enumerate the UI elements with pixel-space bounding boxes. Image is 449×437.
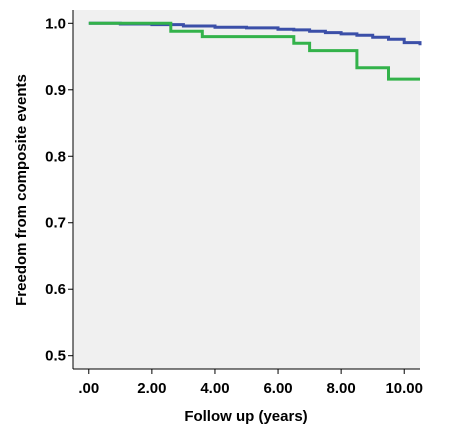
x-tick-label: 8.00 [327, 380, 356, 397]
y-tick-label: 0.8 [45, 148, 66, 165]
ticks-layer: .00 2.00 4.00 6.00 8.00 10.00 0.5 0.6 0.7 0.8 0.9 1… [45, 15, 423, 397]
y-tick-label: 1.0 [45, 15, 66, 32]
y-tick-label: 0.6 [45, 281, 66, 298]
y-tick-label: 0.7 [45, 215, 66, 232]
series-line-2 [88, 21, 420, 81]
x-tick-label: 4.00 [200, 380, 229, 397]
series-layer [88, 21, 422, 81]
x-tick-label: 6.00 [263, 380, 292, 397]
plot-area [73, 10, 420, 369]
y-tick-label: 0.9 [45, 82, 66, 99]
x-tick-label: 10.00 [385, 380, 423, 397]
axes-layer [72, 10, 420, 370]
x-tick-label: 2.00 [137, 380, 166, 397]
x-tick-label: .00 [78, 380, 99, 397]
series-line-1 [88, 21, 422, 46]
y-axis-label: Freedom from composite events [13, 74, 30, 306]
y-tick-label: 0.5 [45, 348, 66, 365]
x-axis-label: Follow up (years) [184, 408, 307, 425]
